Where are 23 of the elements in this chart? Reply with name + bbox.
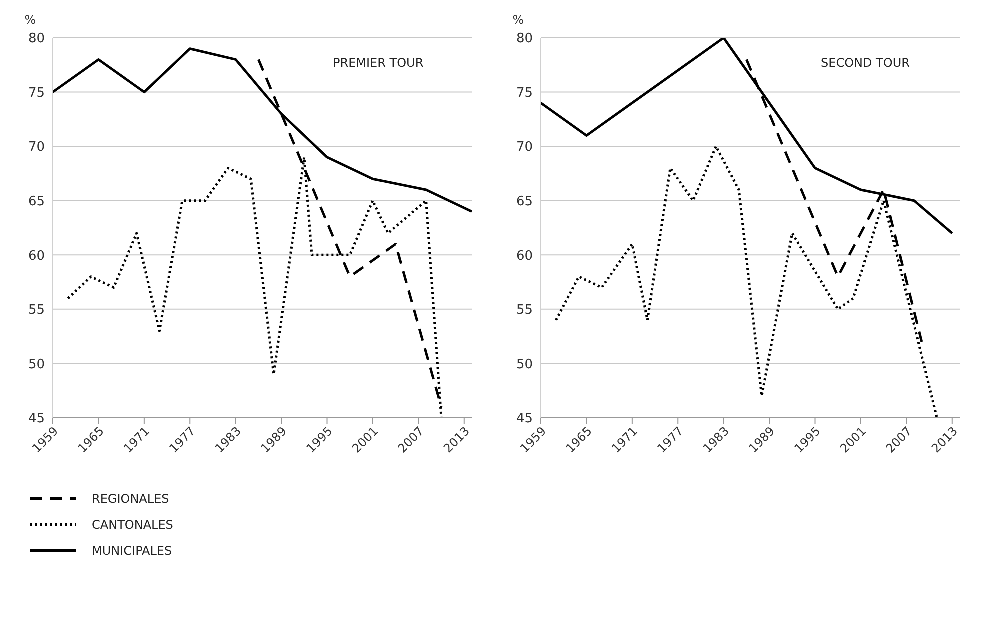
y-tick-label: 70 [516,140,533,156]
y-tick-label: 80 [516,32,533,47]
annotation: PREMIER TOUR [333,56,424,70]
y-tick-label: 45 [28,412,45,427]
y-tick-label: 55 [516,303,533,318]
annotation: SECOND TOUR [821,56,910,70]
y-tick-label: 60 [28,248,45,264]
y-tick-label: 60 [516,248,533,264]
y-tick-label: 65 [516,194,533,210]
y-tick-label: 50 [516,357,533,372]
y-tick-label: 55 [28,303,45,318]
legend-label: CANTONALES [92,518,174,532]
y-tick-label: 80 [28,32,45,47]
legend-label: REGIONALES [92,492,170,506]
y-tick-label: 45 [516,412,533,427]
y-tick-label: 75 [28,86,45,101]
y-axis-title: % [24,13,36,27]
y-axis-title: % [512,13,524,27]
y-tick-label: 70 [28,140,45,156]
y-tick-label: 65 [28,194,45,210]
legend-label: MUNICIPALES [92,544,172,558]
y-tick-label: 50 [28,357,45,372]
y-tick-label: 75 [516,86,533,101]
